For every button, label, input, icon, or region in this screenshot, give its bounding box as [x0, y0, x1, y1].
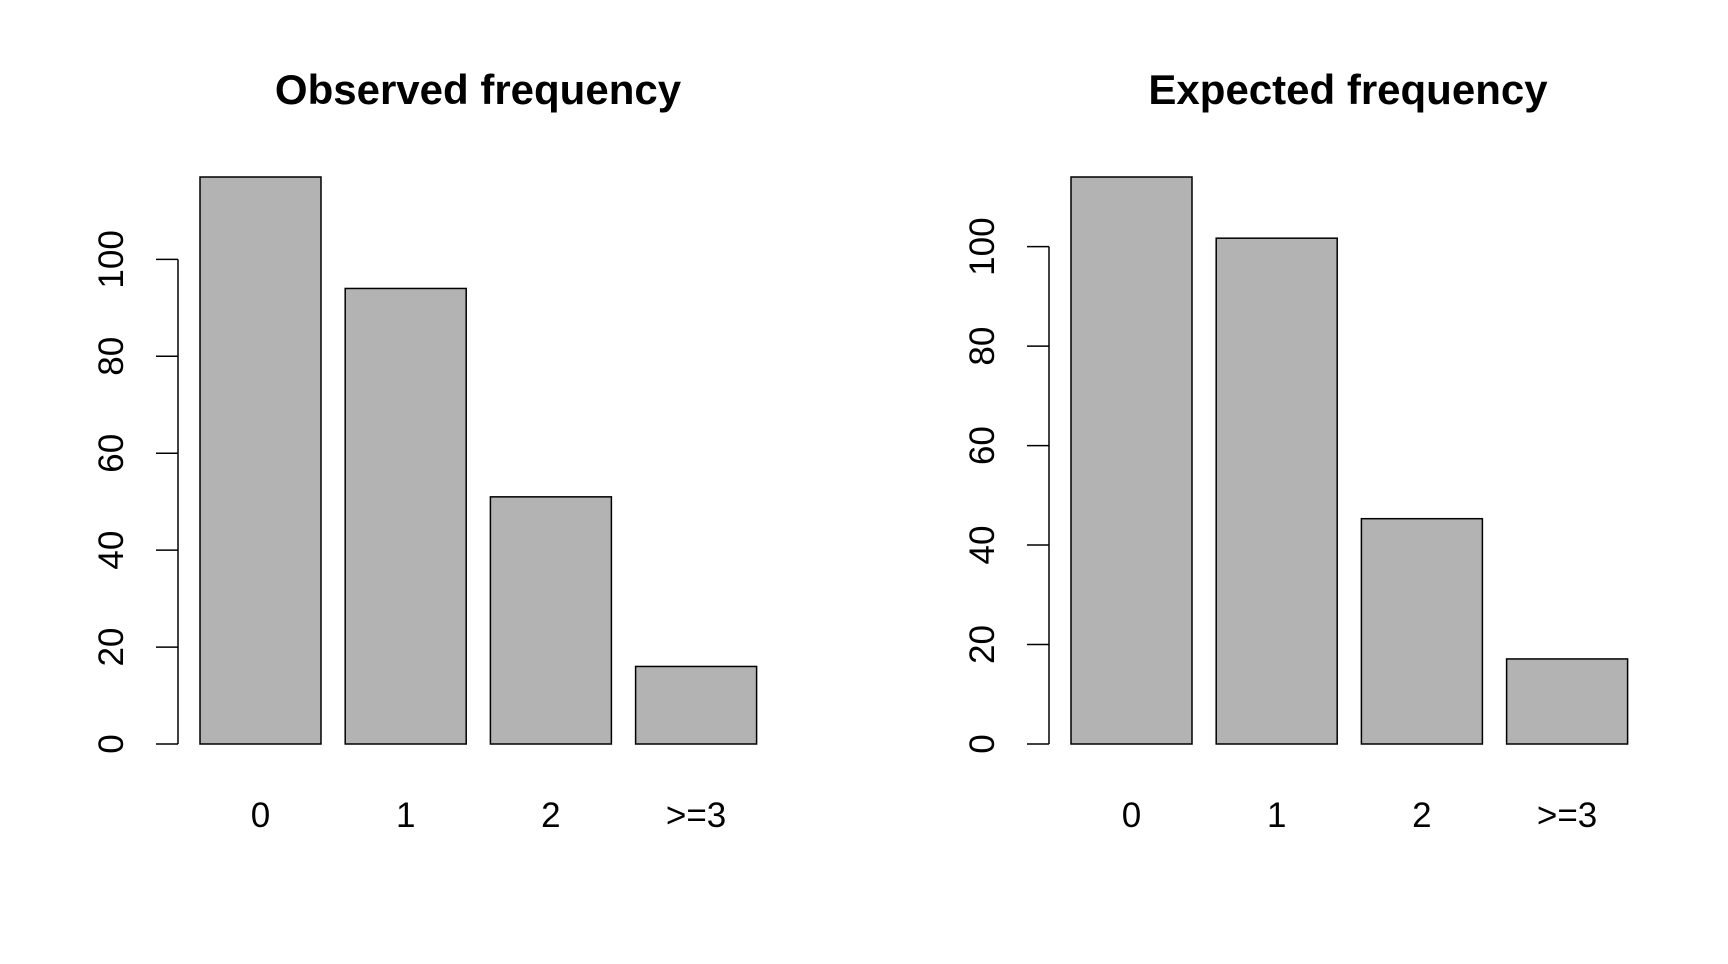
observed-frequency-panel: Observed frequency 0 1 2 >=3 0 20 40 60 80 100: [92, 66, 758, 835]
expected-category-label-0: 0: [1122, 796, 1141, 835]
observed-frequency-title: Observed frequency: [275, 66, 682, 113]
observed-category-label-2: 2: [541, 796, 560, 835]
expected-y-tick-label-100: 100: [963, 217, 1002, 275]
observed-bar-1: [344, 287, 467, 745]
observed-y-tick-label-60: 60: [92, 434, 131, 473]
expected-frequency-panel: Expected frequency 0 1 2 >=3 0 20 40 60 80 100: [963, 66, 1629, 835]
observed-bar-ge3: [634, 665, 758, 745]
observed-category-label-0: 0: [251, 796, 270, 835]
expected-bar-0: [1070, 176, 1193, 745]
expected-y-tick-label-0: 0: [963, 734, 1002, 753]
observed-y-tick-label-20: 20: [92, 628, 131, 667]
expected-y-tick-label-40: 40: [963, 526, 1002, 565]
expected-frequency-title: Expected frequency: [1148, 66, 1548, 113]
observed-y-tick-label-100: 100: [92, 230, 131, 288]
observed-category-label-ge3: >=3: [666, 796, 726, 835]
observed-y-tick-label-80: 80: [92, 337, 131, 376]
observed-y-tick-label-0: 0: [92, 734, 131, 753]
expected-category-label-1: 1: [1267, 796, 1286, 835]
expected-y-tick-label-20: 20: [963, 625, 1002, 664]
expected-y-tick-label-80: 80: [963, 327, 1002, 366]
expected-category-label-2: 2: [1412, 796, 1431, 835]
expected-category-label-ge3: >=3: [1537, 796, 1597, 835]
expected-y-tick-label-60: 60: [963, 426, 1002, 465]
observed-category-label-1: 1: [396, 796, 415, 835]
expected-bar-1: [1215, 237, 1338, 745]
expected-bar-ge3: [1505, 658, 1629, 745]
expected-bar-2: [1360, 517, 1484, 745]
observed-bar-2: [489, 496, 613, 745]
observed-bar-0: [199, 176, 322, 745]
observed-y-tick-label-40: 40: [92, 531, 131, 570]
